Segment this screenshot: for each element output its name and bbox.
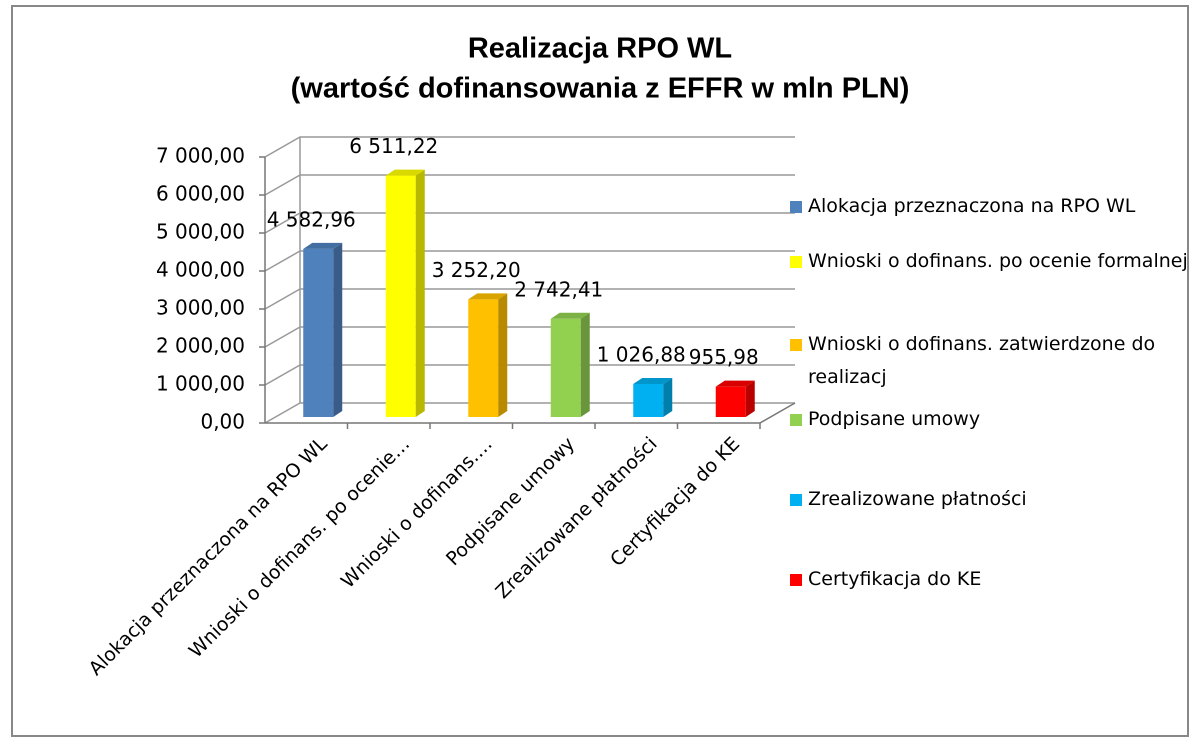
- legend-entry: Podpisane umowy: [808, 408, 981, 430]
- bar-front: [633, 383, 664, 417]
- bar: [715, 380, 755, 417]
- y-tick-label: 6 000,00: [156, 182, 245, 206]
- bar-front: [385, 175, 416, 417]
- legend-swatch: [790, 256, 802, 268]
- value-label: 3 252,20: [432, 258, 521, 282]
- legend-entry: Certyfikacja do KE: [808, 568, 982, 590]
- value-label: 4 582,96: [267, 207, 356, 231]
- legend-entry: Wnioski o dofinans. po ocenie formalnej: [808, 250, 1188, 272]
- bar: [385, 169, 425, 417]
- chart-border: [11, 5, 1189, 737]
- value-label: 955,98: [689, 345, 759, 369]
- chart-subtitle: (wartość dofinansowania z EFFR w mln PLN…: [291, 73, 910, 105]
- bar: [550, 312, 590, 417]
- bar-top: [303, 242, 343, 249]
- bar-front: [550, 318, 581, 417]
- legend-swatch: [790, 574, 802, 586]
- legend-swatch: [790, 494, 802, 506]
- bar: [303, 242, 343, 417]
- legend-swatch: [790, 339, 802, 351]
- bar-side: [333, 242, 343, 417]
- bar-top: [385, 169, 425, 176]
- y-tick-label: 1 000,00: [156, 372, 245, 396]
- y-tick-label: 0,00: [200, 410, 245, 434]
- bar-side: [415, 169, 425, 417]
- chart-title: Realizacja RPO WL: [468, 33, 732, 65]
- y-tick-label: 3 000,00: [156, 296, 245, 320]
- value-label: 6 511,22: [349, 134, 438, 158]
- legend-entry: Zrealizowane płatności: [808, 488, 1027, 510]
- bar-front: [303, 248, 334, 417]
- bar-side: [663, 377, 673, 417]
- bar-top: [633, 377, 673, 384]
- legend-entry: Wnioski o dofinans. zatwierdzone do real…: [808, 333, 1156, 388]
- bar-top: [715, 380, 755, 387]
- bar-side: [498, 293, 508, 417]
- legend-entry: Alokacja przeznaczona na RPO WL: [808, 195, 1136, 217]
- value-label: 2 742,41: [514, 277, 603, 301]
- bar: [633, 377, 673, 417]
- legend-swatch: [790, 201, 802, 213]
- y-tick-label: 2 000,00: [156, 334, 245, 358]
- bar: [468, 293, 508, 417]
- legend-swatch: [790, 414, 802, 426]
- y-tick-label: 5 000,00: [156, 220, 245, 244]
- y-tick-label: 4 000,00: [156, 258, 245, 282]
- value-label: 1 026,88: [597, 342, 686, 366]
- bar-front: [468, 299, 499, 417]
- bar-side: [745, 380, 755, 417]
- bar-top: [550, 312, 590, 319]
- bar-side: [580, 312, 590, 417]
- bar-front: [715, 386, 746, 417]
- bar-top: [468, 293, 508, 300]
- y-tick-label: 7 000,00: [156, 144, 245, 168]
